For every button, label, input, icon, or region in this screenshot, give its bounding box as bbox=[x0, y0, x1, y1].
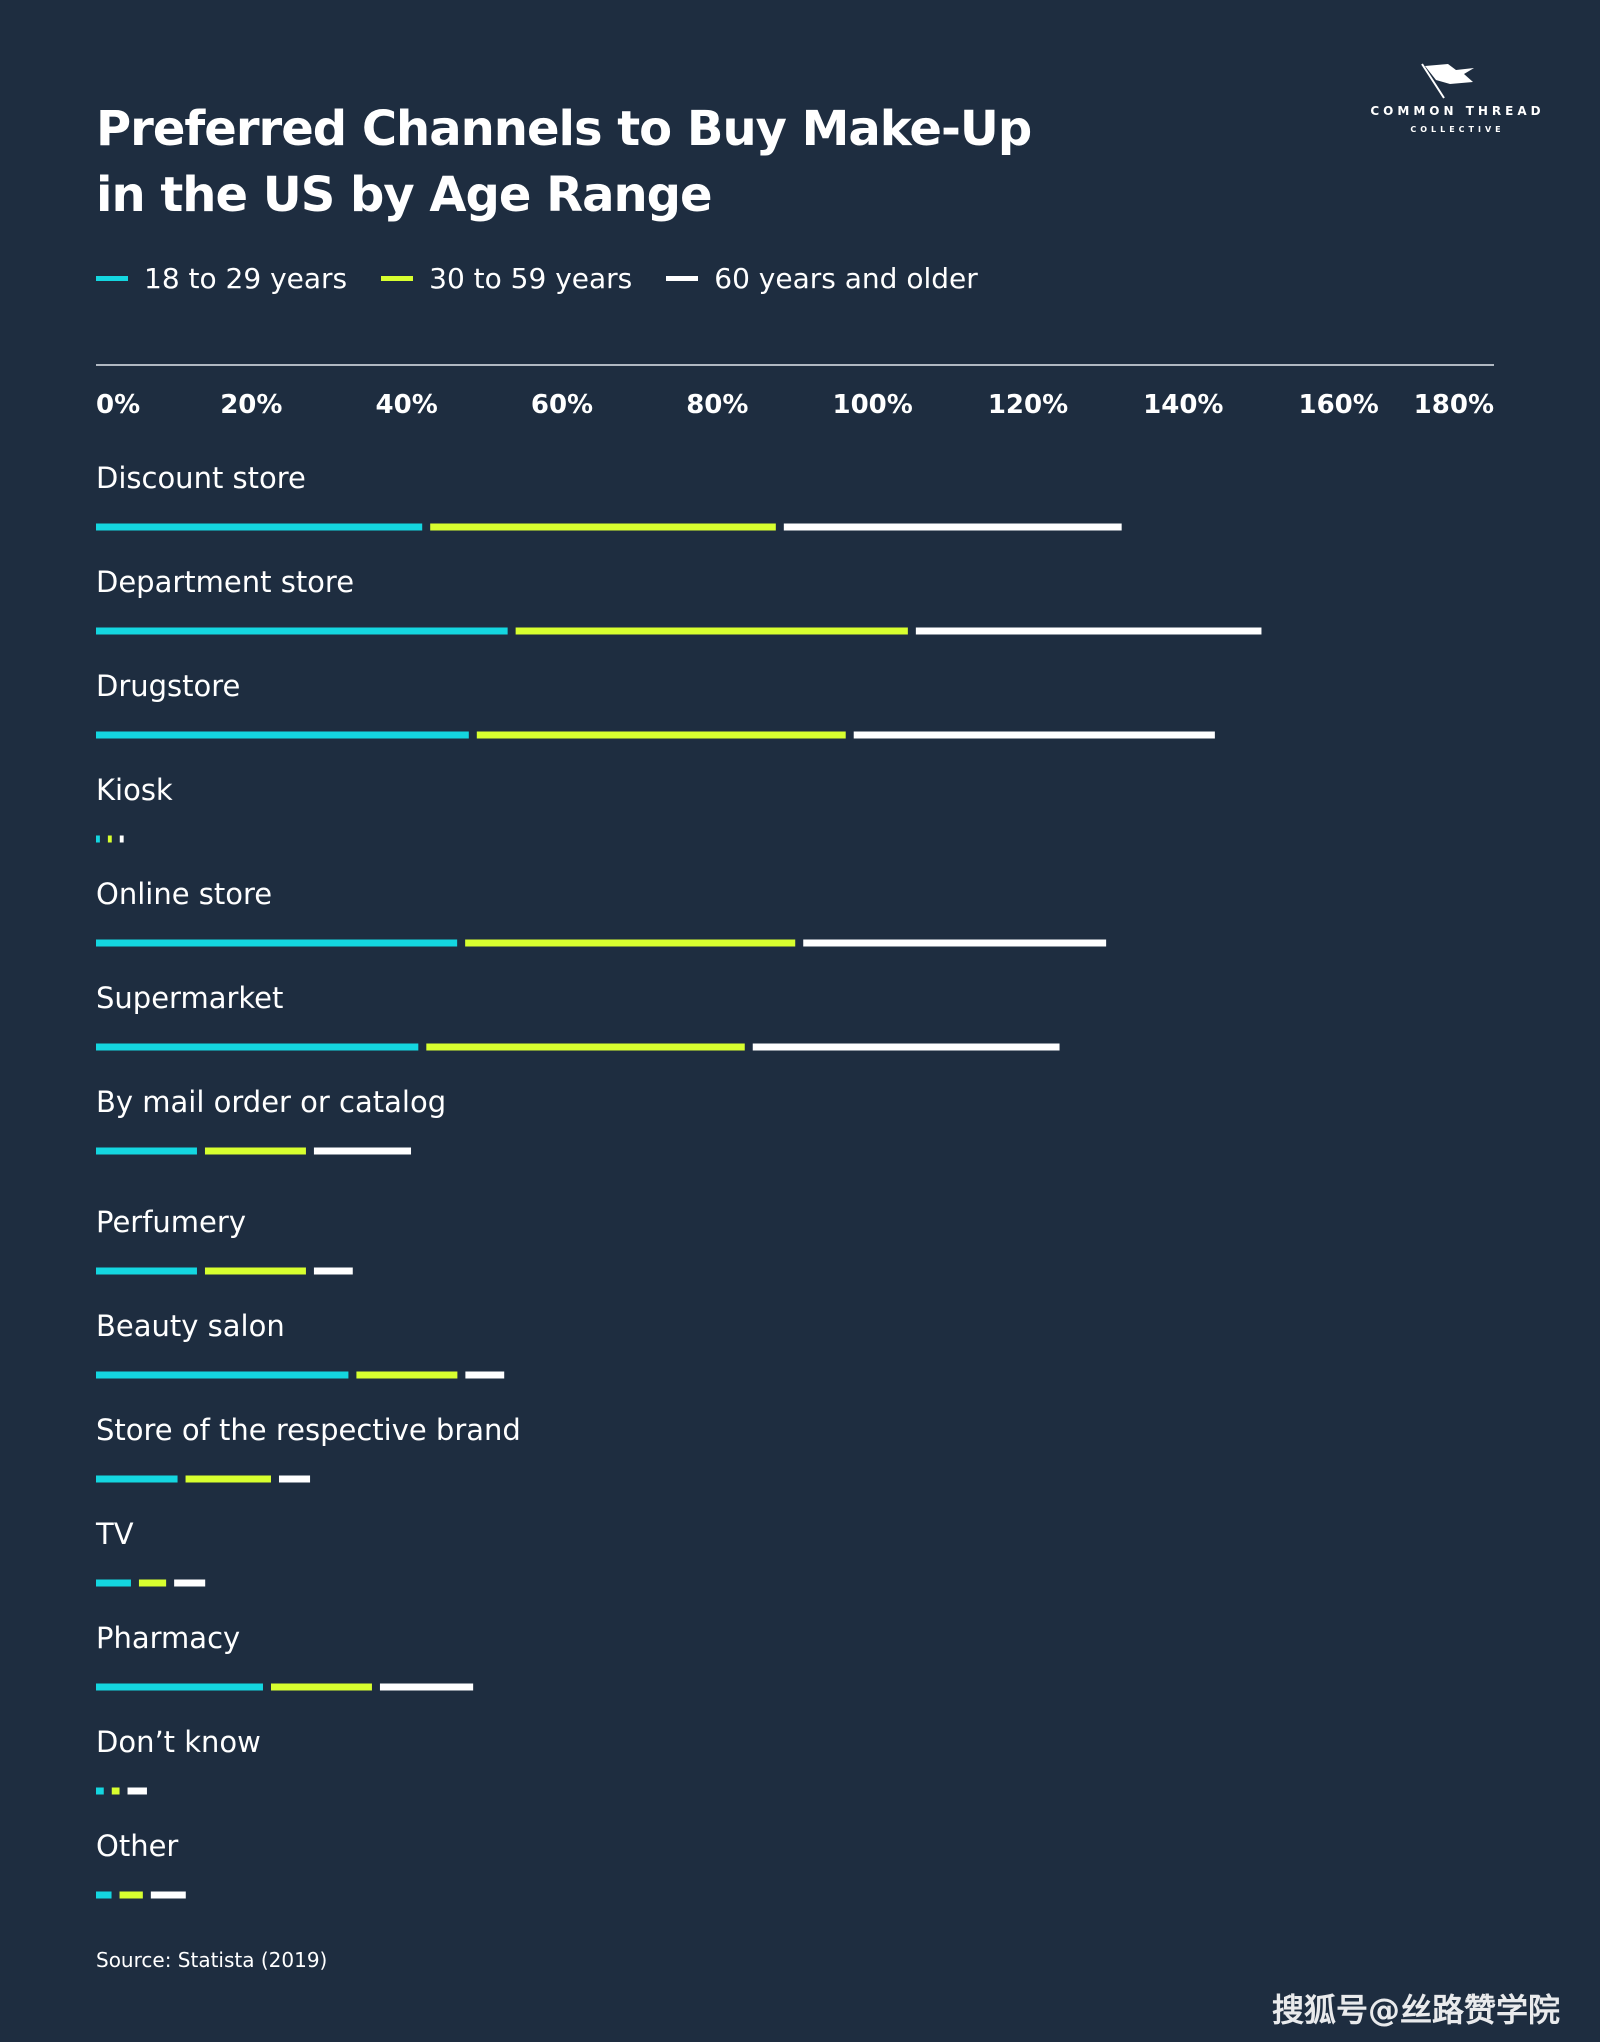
x-tick-label: 80% bbox=[686, 390, 748, 420]
bar-segment bbox=[185, 1475, 271, 1483]
bar-segment bbox=[138, 1579, 167, 1587]
bar-segment bbox=[853, 731, 1215, 739]
x-tick-label: 40% bbox=[376, 390, 438, 420]
chart-title-line-2: in the US by Age Range bbox=[96, 167, 713, 223]
bar-segment bbox=[465, 939, 796, 947]
legend-label-18-29: 18 to 29 years bbox=[144, 262, 348, 295]
chart-title: Preferred Channels to Buy Make-Up in the… bbox=[96, 96, 1032, 228]
category-label: Kiosk bbox=[96, 773, 173, 807]
logo-text-secondary: COLLECTIVE bbox=[1410, 125, 1505, 134]
bar-segment bbox=[379, 1683, 474, 1691]
bar-segment bbox=[174, 1579, 206, 1587]
bar-segment bbox=[465, 1371, 505, 1379]
bar-segment bbox=[96, 939, 458, 947]
bar-segment bbox=[356, 1371, 458, 1379]
bar-segment bbox=[96, 1475, 178, 1483]
bar-segment bbox=[96, 1579, 131, 1587]
bar-segment bbox=[96, 1147, 197, 1155]
category-label: Drugstore bbox=[96, 669, 240, 703]
bar-segment bbox=[783, 523, 1122, 531]
bar-segment bbox=[96, 1787, 104, 1795]
bar-segment bbox=[426, 1043, 745, 1051]
bar-segment bbox=[270, 1683, 372, 1691]
x-tick-label: 20% bbox=[220, 390, 282, 420]
legend-item-30-59: 30 to 59 years bbox=[381, 262, 632, 295]
bar-segment bbox=[111, 1787, 120, 1795]
bar-segment bbox=[915, 627, 1262, 635]
legend-swatch-18-29 bbox=[96, 276, 128, 281]
legend-label-60-plus: 60 years and older bbox=[714, 262, 978, 295]
bar-segment bbox=[313, 1267, 353, 1275]
chart-legend: 18 to 29 years 30 to 59 years 60 years a… bbox=[96, 262, 978, 295]
x-tick-label: 0% bbox=[96, 390, 140, 420]
category-label: Supermarket bbox=[96, 981, 283, 1015]
bar-segment bbox=[96, 1267, 197, 1275]
bar-segment bbox=[96, 1891, 112, 1899]
bar-segment bbox=[204, 1267, 306, 1275]
bar-segment bbox=[96, 627, 508, 635]
category-label: By mail order or catalog bbox=[96, 1085, 446, 1119]
bar-segment bbox=[107, 835, 112, 843]
legend-item-18-29: 18 to 29 years bbox=[96, 262, 347, 295]
legend-swatch-30-59 bbox=[381, 276, 414, 281]
legend-swatch-60-plus bbox=[666, 276, 699, 281]
x-tick-label: 60% bbox=[531, 390, 593, 420]
legend-item-60-plus: 60 years and older bbox=[666, 262, 978, 295]
category-label: Department store bbox=[96, 565, 354, 599]
bar-segment bbox=[430, 523, 776, 531]
bar-segment bbox=[96, 523, 423, 531]
brand-logo: COMMON THREAD COLLECTIVE bbox=[1370, 60, 1545, 140]
bar-segment bbox=[96, 835, 100, 843]
bar-segment bbox=[204, 1147, 306, 1155]
category-label: Pharmacy bbox=[96, 1621, 240, 1655]
x-tick-label: 120% bbox=[988, 390, 1068, 420]
bar-segment bbox=[752, 1043, 1060, 1051]
bar-segment bbox=[119, 835, 124, 843]
category-label: Online store bbox=[96, 877, 272, 911]
category-label: Other bbox=[96, 1829, 178, 1863]
category-label: TV bbox=[95, 1517, 134, 1551]
category-label: Store of the respective brand bbox=[96, 1413, 521, 1447]
category-label: Discount store bbox=[96, 461, 306, 495]
bar-segment bbox=[150, 1891, 186, 1899]
bar-segment bbox=[278, 1475, 311, 1483]
category-label: Perfumery bbox=[96, 1205, 246, 1239]
bar-segment bbox=[313, 1147, 412, 1155]
bar-segment bbox=[803, 939, 1107, 947]
legend-label-30-59: 30 to 59 years bbox=[429, 262, 633, 295]
x-tick-label: 160% bbox=[1299, 390, 1379, 420]
bar-segment bbox=[96, 1683, 263, 1691]
bar-segment bbox=[96, 1043, 419, 1051]
bar-segment bbox=[96, 731, 469, 739]
x-tick-label: 100% bbox=[833, 390, 913, 420]
x-tick-label: 140% bbox=[1143, 390, 1223, 420]
bar-segment bbox=[119, 1891, 143, 1899]
bar-segment bbox=[476, 731, 846, 739]
category-label: Beauty salon bbox=[96, 1309, 285, 1343]
watermark: 搜狐号@丝路赞学院 bbox=[1271, 1991, 1560, 2029]
source-note: Source: Statista (2019) bbox=[96, 1948, 328, 1972]
flag-icon bbox=[1421, 63, 1474, 99]
bar-segment bbox=[96, 1371, 349, 1379]
x-tick-label: 180% bbox=[1414, 390, 1494, 420]
bar-segment bbox=[515, 627, 908, 635]
category-label: Don’t know bbox=[96, 1725, 261, 1759]
chart-title-line-1: Preferred Channels to Buy Make-Up bbox=[96, 101, 1032, 157]
logo-text-primary: COMMON THREAD bbox=[1370, 104, 1545, 118]
bar-segment bbox=[127, 1787, 147, 1795]
